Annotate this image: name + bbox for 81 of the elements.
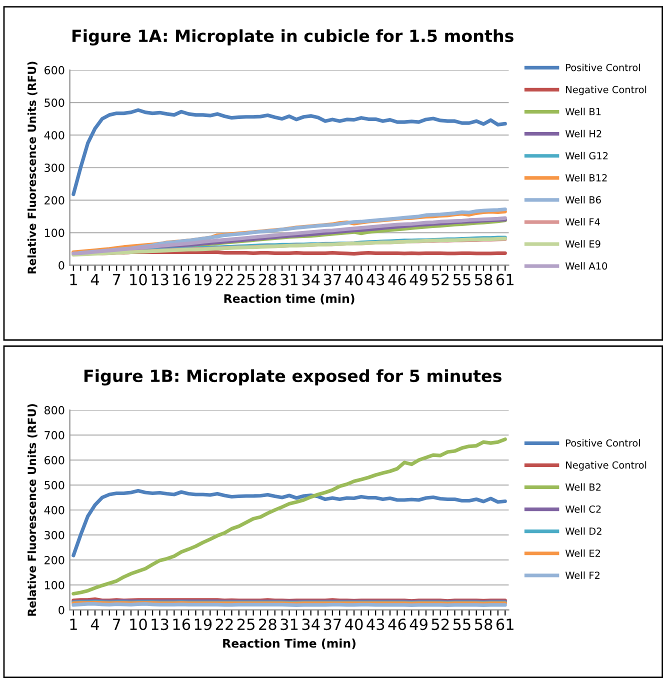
x-tick-label: 1 [70,618,77,630]
x-tick-label: 43 [366,618,384,630]
x-tick-label: 22 [216,274,233,286]
x-tick-label: 4 [90,618,100,630]
x-tick-label: 19 [194,618,212,630]
x-tick-label: 28 [259,618,276,630]
x-tick-label: 1 [70,274,77,286]
x-tick-label: 37 [324,274,341,286]
legend-label: Positive Control [566,64,640,72]
x-tick-label: 40 [345,618,363,630]
legend-label: Positive Control [566,439,640,447]
x-tick-label: 31 [280,274,298,286]
y-tick-label: 400 [44,131,64,140]
x-tick-label: 7 [112,274,120,286]
x-tick-label: 52 [432,274,449,286]
y-tick-label: 700 [44,431,64,440]
legend-label: Well A10 [565,262,608,270]
x-tick-label: 34 [302,618,320,630]
x-tick-label: 25 [238,618,254,630]
y-tick-label: 800 [44,406,64,414]
x-axis-title: Reaction time (min) [224,294,354,304]
x-tick-label: 46 [388,618,406,630]
x-tick-label: 43 [366,274,384,286]
x-tick-label: 13 [152,274,168,286]
x-tick-label: 13 [152,618,168,630]
legend-label: Well E2 [565,549,600,557]
legend-label: Well E9 [565,240,600,248]
x-tick-label: 28 [259,274,276,286]
y-axis-title: Relative Fluorescence Units (RFU) [27,404,38,616]
x-tick-label: 55 [453,274,470,286]
x-tick-label: 34 [302,274,320,286]
legend-label: Well F4 [565,218,600,226]
y-tick-label: 400 [44,506,64,514]
x-tick-label: 52 [432,618,449,630]
legend-label: Well B12 [565,174,607,182]
y-tick-label: 500 [44,98,64,107]
legend-label: Well B2 [565,483,601,491]
y-tick-label: 100 [44,580,64,590]
x-tick-label: 55 [453,618,470,630]
y-tick-label: 300 [44,530,64,540]
x-tick-label: 61 [496,618,514,630]
legend-label: Negative Control [566,461,646,471]
legend-label: Well B6 [565,196,601,204]
x-tick-label: 10 [130,618,147,630]
y-tick-label: 100 [44,228,64,238]
y-tick-label: 600 [44,66,64,74]
y-tick-label: 500 [44,480,64,490]
chart-title: Figure 1B: Microplate exposed for 5 minutes [84,369,502,386]
legend-label: Well C2 [565,505,601,513]
legend-label: Well F2 [565,571,600,579]
x-tick-label: 10 [130,274,147,286]
y-tick-label: 600 [44,456,64,464]
x-tick-label: 61 [496,274,514,286]
x-tick-label: 16 [173,618,190,630]
x-tick-label: 7 [112,618,120,630]
x-tick-label: 40 [345,274,363,286]
x-tick-label: 16 [173,274,190,286]
y-tick-label: 300 [44,164,64,172]
y-tick-label: 0 [58,606,64,614]
x-tick-label: 49 [410,274,428,286]
x-tick-label: 31 [280,618,298,630]
x-axis-title: Reaction Time (min) [223,638,356,650]
x-tick-label: 46 [388,274,406,286]
x-tick-label: 4 [90,274,100,286]
x-tick-label: 37 [324,618,341,630]
x-tick-label: 19 [194,274,212,286]
x-tick-label: 58 [475,274,492,286]
legend-label: Well G12 [565,152,608,160]
legend-label: Negative Control [566,86,646,96]
y-tick-label: 200 [44,556,64,564]
y-tick-label: 0 [58,261,64,270]
legend-label: Well B1 [565,108,601,116]
x-tick-label: 25 [238,274,254,286]
legend-label: Well H2 [565,130,602,138]
y-tick-label: 200 [44,196,64,205]
x-tick-label: 49 [410,618,428,630]
legend-label: Well D2 [565,527,602,535]
x-tick-label: 22 [216,618,233,630]
chart-title: Figure 1A: Microplate in cubicle for 1.5 months [72,29,514,46]
y-axis-title: Relative Fluorescence Units (RFU) [27,62,38,274]
x-tick-label: 58 [475,618,492,630]
